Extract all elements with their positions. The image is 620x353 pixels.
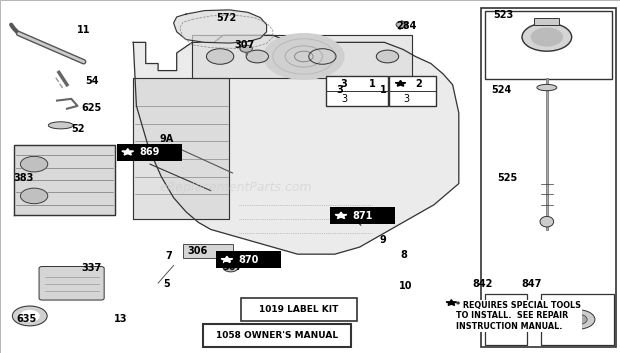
Polygon shape [14,145,115,215]
Text: 307: 307 [235,40,255,50]
Ellipse shape [537,84,557,91]
Text: 3: 3 [404,94,410,104]
Ellipse shape [48,122,73,129]
FancyBboxPatch shape [39,267,104,300]
Circle shape [12,306,47,326]
Text: 3: 3 [337,85,343,95]
Circle shape [223,263,238,272]
Text: eReplacementParts.com: eReplacementParts.com [159,181,312,193]
Bar [534,18,559,25]
Bar [389,76,436,106]
Text: 8: 8 [401,250,408,260]
Text: 625: 625 [82,103,102,113]
Text: 635: 635 [16,315,36,324]
Bar [183,244,232,258]
Polygon shape [395,80,406,86]
Circle shape [500,316,512,323]
Text: 1: 1 [369,79,375,89]
Polygon shape [446,300,457,305]
Ellipse shape [569,314,587,325]
Text: * REQUIRES SPECIAL TOOLS
TO INSTALL.  SEE REPAIR
INSTRUCTION MANUAL.: * REQUIRES SPECIAL TOOLS TO INSTALL. SEE… [456,301,581,331]
Text: 1019 LABEL KIT: 1019 LABEL KIT [259,305,339,314]
Polygon shape [122,149,134,155]
Polygon shape [221,256,233,263]
Text: 1: 1 [380,85,386,95]
Circle shape [492,312,520,327]
Circle shape [206,49,234,64]
Text: 3: 3 [341,94,347,104]
Ellipse shape [540,216,554,227]
Text: 10: 10 [399,281,413,291]
Circle shape [531,28,562,46]
Bar [326,76,388,106]
Polygon shape [335,212,347,219]
Bar [541,294,614,345]
Bar [330,207,395,224]
Text: 2: 2 [416,79,422,89]
Polygon shape [133,78,229,219]
Text: 307: 307 [223,262,242,271]
Text: 11: 11 [77,25,91,35]
Text: 870: 870 [239,255,259,265]
Polygon shape [192,35,412,78]
Text: 54: 54 [85,76,99,86]
Bar [485,11,612,79]
Text: 3: 3 [341,79,347,89]
Text: 284: 284 [396,22,416,31]
Text: 13: 13 [114,315,128,324]
Text: 7: 7 [166,251,172,261]
Text: 847: 847 [522,279,542,289]
Text: 383: 383 [14,173,33,183]
Circle shape [264,34,344,79]
Bar [485,294,527,345]
Bar [480,8,616,347]
Bar [216,251,281,268]
Text: 1058 OWNER'S MANUAL: 1058 OWNER'S MANUAL [216,331,338,340]
Polygon shape [133,35,459,254]
Ellipse shape [561,310,595,329]
Polygon shape [174,10,267,43]
Text: 523: 523 [494,10,513,20]
Text: 306: 306 [187,246,207,256]
Text: 572: 572 [216,13,236,23]
Text: 871: 871 [353,211,373,221]
Circle shape [20,188,48,204]
Circle shape [376,50,399,63]
Circle shape [396,22,407,28]
Bar [241,298,357,321]
Circle shape [20,156,48,172]
Text: 9A: 9A [159,134,173,144]
Text: 9: 9 [380,235,386,245]
Text: 52: 52 [71,124,85,134]
Circle shape [309,49,336,64]
Text: 869: 869 [140,147,159,157]
Circle shape [246,50,268,63]
Bar [117,144,182,161]
Text: 337: 337 [82,263,102,273]
Circle shape [522,23,572,51]
Text: 524: 524 [491,85,511,95]
Text: 842: 842 [472,279,492,289]
Circle shape [240,45,252,52]
Bar [203,324,351,347]
Text: 5: 5 [163,279,169,289]
Circle shape [20,311,39,321]
Text: 525: 525 [497,173,517,183]
